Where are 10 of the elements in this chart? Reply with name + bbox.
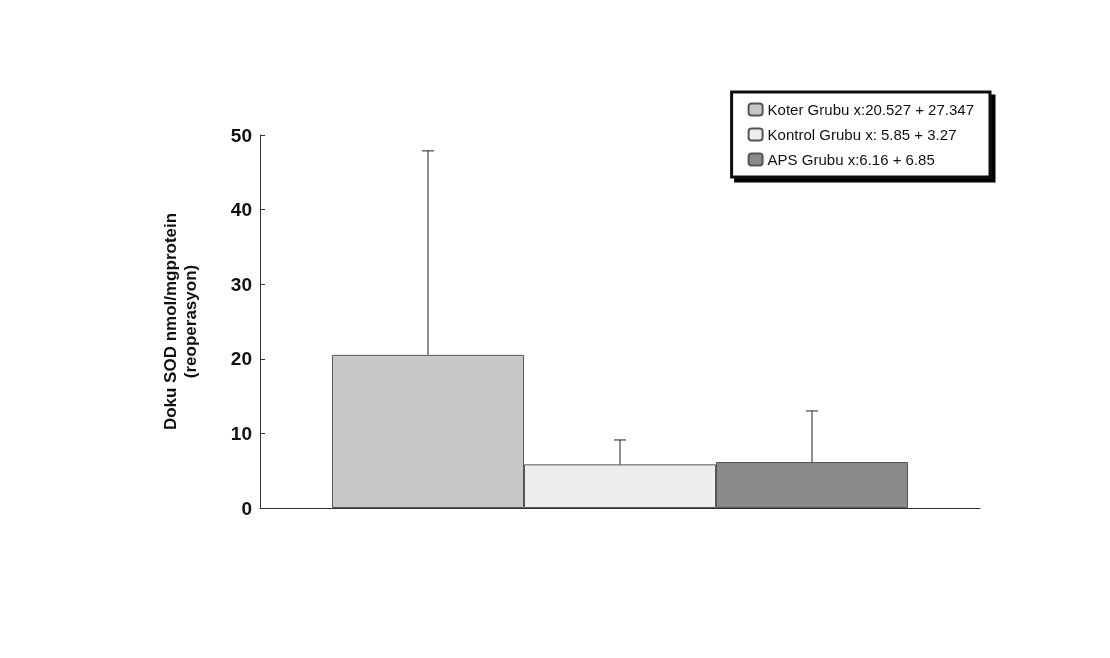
y-tick-label: 50 [230, 124, 252, 146]
legend-label: APS Grubu x:6.16 + 6.85 [767, 151, 935, 168]
legend-label: Koter Grubu x:20.527 + 27.347 [767, 101, 975, 118]
y-tick-label: 20 [230, 348, 252, 370]
y-tick-label: 30 [230, 273, 252, 295]
y-tick-label: 0 [241, 497, 252, 519]
y-axis-title: Doku SOD nmol/mgprotein (reoperasyon) [160, 212, 200, 431]
y-tick-label: 40 [230, 199, 252, 221]
legend-label: Kontrol Grubu x: 5.85 + 3.27 [767, 126, 957, 143]
y-tick-label: 10 [230, 422, 252, 444]
